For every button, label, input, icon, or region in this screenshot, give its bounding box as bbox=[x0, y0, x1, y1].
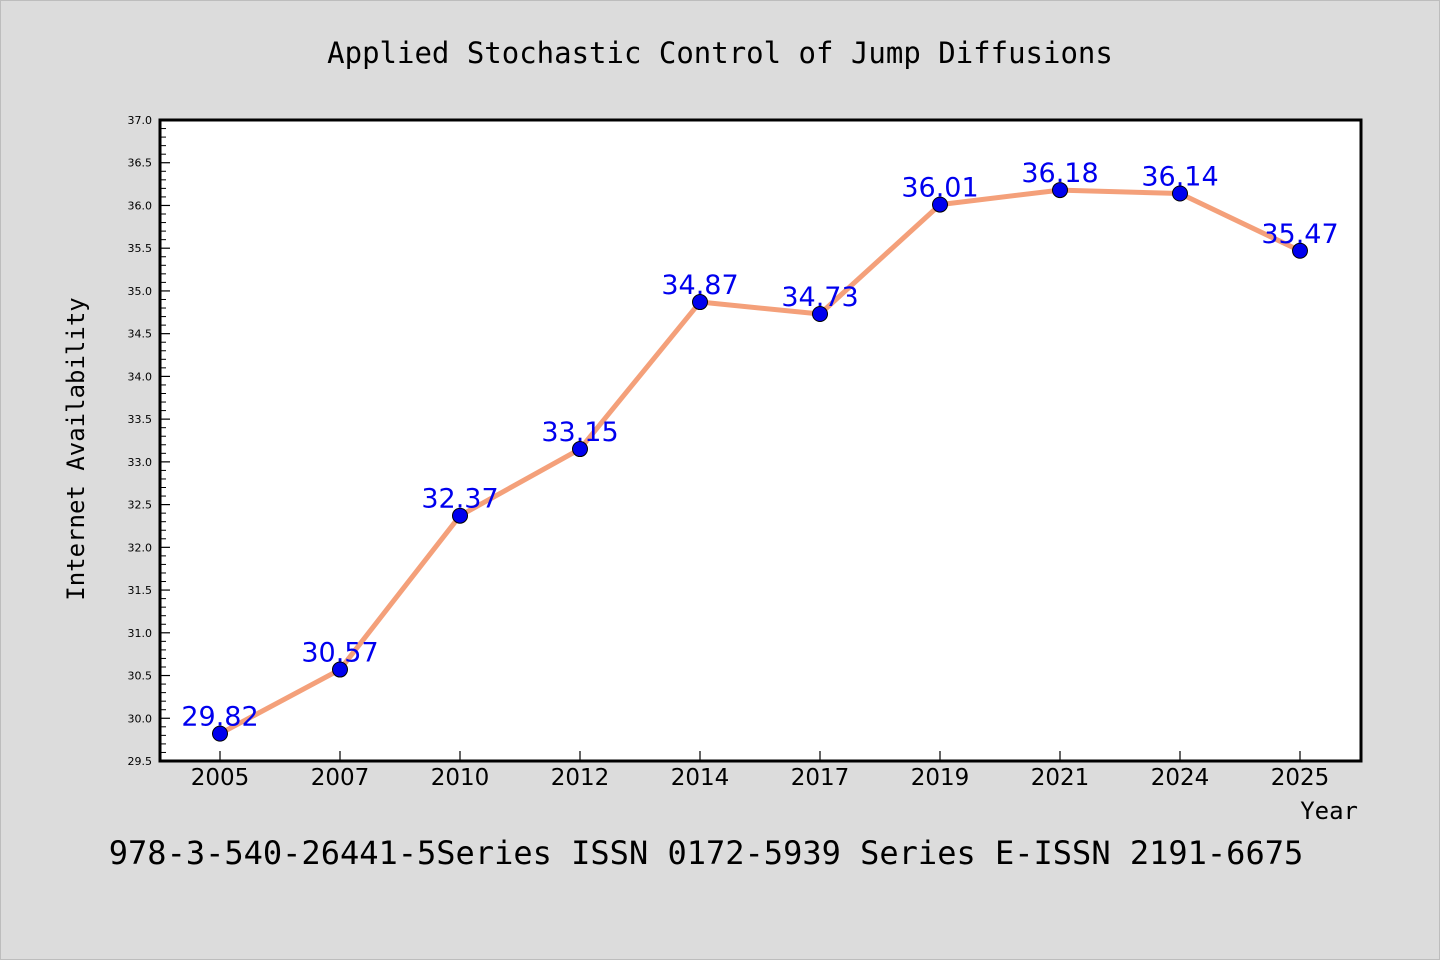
y-tick-label: 30.0 bbox=[128, 712, 153, 725]
data-point bbox=[1292, 242, 1308, 259]
series-markers bbox=[212, 182, 1308, 742]
data-point bbox=[572, 441, 588, 458]
data-point bbox=[692, 294, 708, 311]
chart-title: Applied Stochastic Control of Jump Diffu… bbox=[327, 36, 1113, 70]
data-label: 36.01 bbox=[901, 173, 978, 204]
data-label: 36.14 bbox=[1141, 162, 1218, 193]
y-tick-label: 34.5 bbox=[128, 328, 153, 341]
data-point bbox=[1052, 182, 1068, 199]
y-tick-label: 31.0 bbox=[128, 627, 153, 640]
y-tick-label: 33.5 bbox=[128, 413, 153, 426]
data-labels: 29.82 30.57 32.37 33.15 34.87 34.73 36.01 36.18… bbox=[181, 158, 1338, 733]
y-tick-label: 34.0 bbox=[128, 370, 153, 383]
data-point bbox=[1172, 185, 1188, 202]
y-tick-label: 33.0 bbox=[128, 456, 153, 469]
data-label: 35.47 bbox=[1261, 219, 1338, 250]
x-axis-label: Year bbox=[1300, 797, 1358, 825]
footnote: 978-3-540-26441-5Series ISSN 0172-5939 S… bbox=[109, 834, 1303, 872]
data-label: 34.87 bbox=[661, 270, 738, 301]
y-tick-label: 32.5 bbox=[128, 499, 153, 512]
y-tick-label: 35.5 bbox=[128, 242, 153, 255]
data-point bbox=[452, 507, 468, 524]
y-axis-label: Internet Availability bbox=[62, 297, 90, 600]
data-label: 34.73 bbox=[781, 282, 858, 313]
series-path bbox=[217, 187, 1303, 737]
data-point bbox=[812, 306, 828, 323]
data-label: 30.57 bbox=[301, 638, 378, 669]
x-tick-label: 2019 bbox=[911, 765, 970, 791]
x-tick-label: 2010 bbox=[431, 765, 490, 791]
data-label: 29.82 bbox=[181, 702, 258, 733]
y-tick-label: 36.0 bbox=[128, 199, 153, 212]
data-label: 36.18 bbox=[1021, 158, 1098, 189]
y-tick-label: 32.0 bbox=[128, 541, 153, 554]
x-tick-label: 2017 bbox=[791, 765, 850, 791]
x-tick-label: 2007 bbox=[311, 765, 370, 791]
x-axis: 2005 2007 2010 2012 2014 2017 2019 2021 2024 2025 bbox=[191, 751, 1330, 791]
y-axis: 29.5 30.0 30.5 31.0 31.5 32.0 32.5 33.0 33.5 34.0… bbox=[128, 114, 170, 768]
y-tick-label: 31.5 bbox=[128, 584, 153, 597]
x-tick-label: 2014 bbox=[671, 765, 730, 791]
y-tick-label: 37.0 bbox=[128, 114, 153, 127]
y-tick-label: 36.5 bbox=[128, 157, 153, 170]
data-label: 32.37 bbox=[421, 484, 498, 515]
plot-area bbox=[158, 118, 1363, 763]
data-point bbox=[932, 196, 948, 213]
data-point bbox=[212, 725, 228, 742]
x-tick-label: 2005 bbox=[191, 765, 250, 791]
x-tick-label: 2021 bbox=[1031, 765, 1090, 791]
x-tick-label: 2024 bbox=[1151, 765, 1210, 791]
y-tick-label: 30.5 bbox=[128, 670, 153, 683]
y-tick-label: 35.0 bbox=[128, 285, 153, 298]
data-label: 33.15 bbox=[541, 417, 618, 448]
series-line bbox=[217, 187, 1303, 737]
x-tick-label: 2025 bbox=[1271, 765, 1330, 791]
y-tick-label: 29.5 bbox=[128, 755, 153, 768]
data-point bbox=[332, 661, 348, 678]
x-tick-label: 2012 bbox=[551, 765, 610, 791]
